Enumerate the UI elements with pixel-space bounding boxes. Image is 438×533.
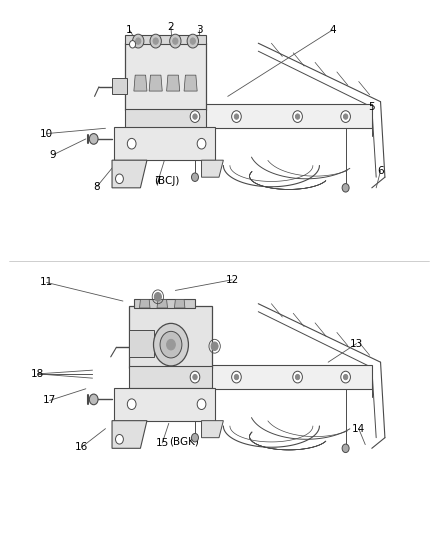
Circle shape: [191, 433, 198, 442]
Polygon shape: [114, 127, 215, 160]
Text: 4: 4: [329, 25, 336, 35]
Polygon shape: [166, 75, 180, 91]
Polygon shape: [184, 75, 197, 91]
Circle shape: [133, 34, 144, 48]
Text: (BCJ): (BCJ): [154, 176, 179, 187]
Circle shape: [190, 38, 195, 44]
Circle shape: [127, 399, 136, 409]
Polygon shape: [140, 300, 150, 308]
Circle shape: [190, 371, 200, 383]
Circle shape: [341, 371, 350, 383]
Circle shape: [160, 332, 182, 358]
Circle shape: [234, 374, 239, 379]
Circle shape: [193, 374, 197, 379]
Circle shape: [154, 293, 161, 301]
Polygon shape: [125, 43, 206, 110]
Polygon shape: [171, 365, 372, 389]
Circle shape: [343, 374, 348, 379]
Polygon shape: [114, 387, 215, 421]
Polygon shape: [157, 300, 167, 308]
Circle shape: [127, 139, 136, 149]
Circle shape: [343, 114, 348, 119]
Polygon shape: [201, 421, 223, 438]
Text: 9: 9: [50, 150, 57, 160]
Text: 14: 14: [352, 424, 365, 434]
Circle shape: [295, 114, 300, 119]
Text: 6: 6: [377, 166, 384, 176]
Circle shape: [234, 114, 239, 119]
Polygon shape: [112, 160, 147, 188]
Circle shape: [89, 394, 98, 405]
Circle shape: [170, 34, 181, 48]
Text: 2: 2: [168, 22, 174, 33]
Circle shape: [116, 174, 124, 183]
Circle shape: [193, 114, 197, 119]
Circle shape: [190, 111, 200, 123]
Text: 1: 1: [126, 25, 133, 35]
Polygon shape: [130, 367, 212, 387]
Circle shape: [116, 434, 124, 444]
Polygon shape: [130, 330, 153, 357]
Circle shape: [341, 111, 350, 123]
Circle shape: [89, 134, 98, 144]
Circle shape: [153, 38, 158, 44]
Circle shape: [166, 340, 175, 350]
Circle shape: [197, 399, 206, 409]
Circle shape: [187, 34, 198, 48]
Text: (BGK): (BGK): [169, 437, 199, 447]
Polygon shape: [201, 160, 223, 177]
Circle shape: [232, 371, 241, 383]
Polygon shape: [134, 300, 195, 308]
Polygon shape: [171, 104, 372, 128]
Text: 10: 10: [40, 128, 53, 139]
Circle shape: [136, 38, 141, 44]
Circle shape: [232, 111, 241, 123]
Text: 8: 8: [93, 182, 100, 192]
Text: 12: 12: [226, 275, 239, 285]
Polygon shape: [134, 75, 147, 91]
Text: 15: 15: [155, 438, 169, 448]
Circle shape: [342, 183, 349, 192]
Polygon shape: [130, 306, 212, 368]
Circle shape: [197, 139, 206, 149]
Polygon shape: [112, 78, 127, 94]
Text: 11: 11: [40, 278, 53, 287]
Circle shape: [295, 374, 300, 379]
Circle shape: [293, 111, 302, 123]
Circle shape: [153, 324, 188, 366]
Circle shape: [211, 342, 218, 351]
Polygon shape: [125, 35, 206, 44]
Text: 17: 17: [43, 395, 56, 406]
Circle shape: [173, 38, 178, 44]
Text: 16: 16: [75, 442, 88, 452]
Polygon shape: [174, 300, 185, 308]
Circle shape: [342, 444, 349, 453]
Polygon shape: [112, 421, 147, 448]
Text: 7: 7: [155, 176, 161, 187]
Text: 3: 3: [196, 25, 203, 35]
Circle shape: [150, 34, 161, 48]
Text: 5: 5: [368, 102, 375, 112]
Circle shape: [191, 173, 198, 181]
Text: 18: 18: [31, 369, 44, 379]
Circle shape: [130, 41, 136, 48]
Circle shape: [293, 371, 302, 383]
Polygon shape: [125, 109, 206, 128]
Text: 13: 13: [350, 338, 363, 349]
Polygon shape: [149, 75, 162, 91]
